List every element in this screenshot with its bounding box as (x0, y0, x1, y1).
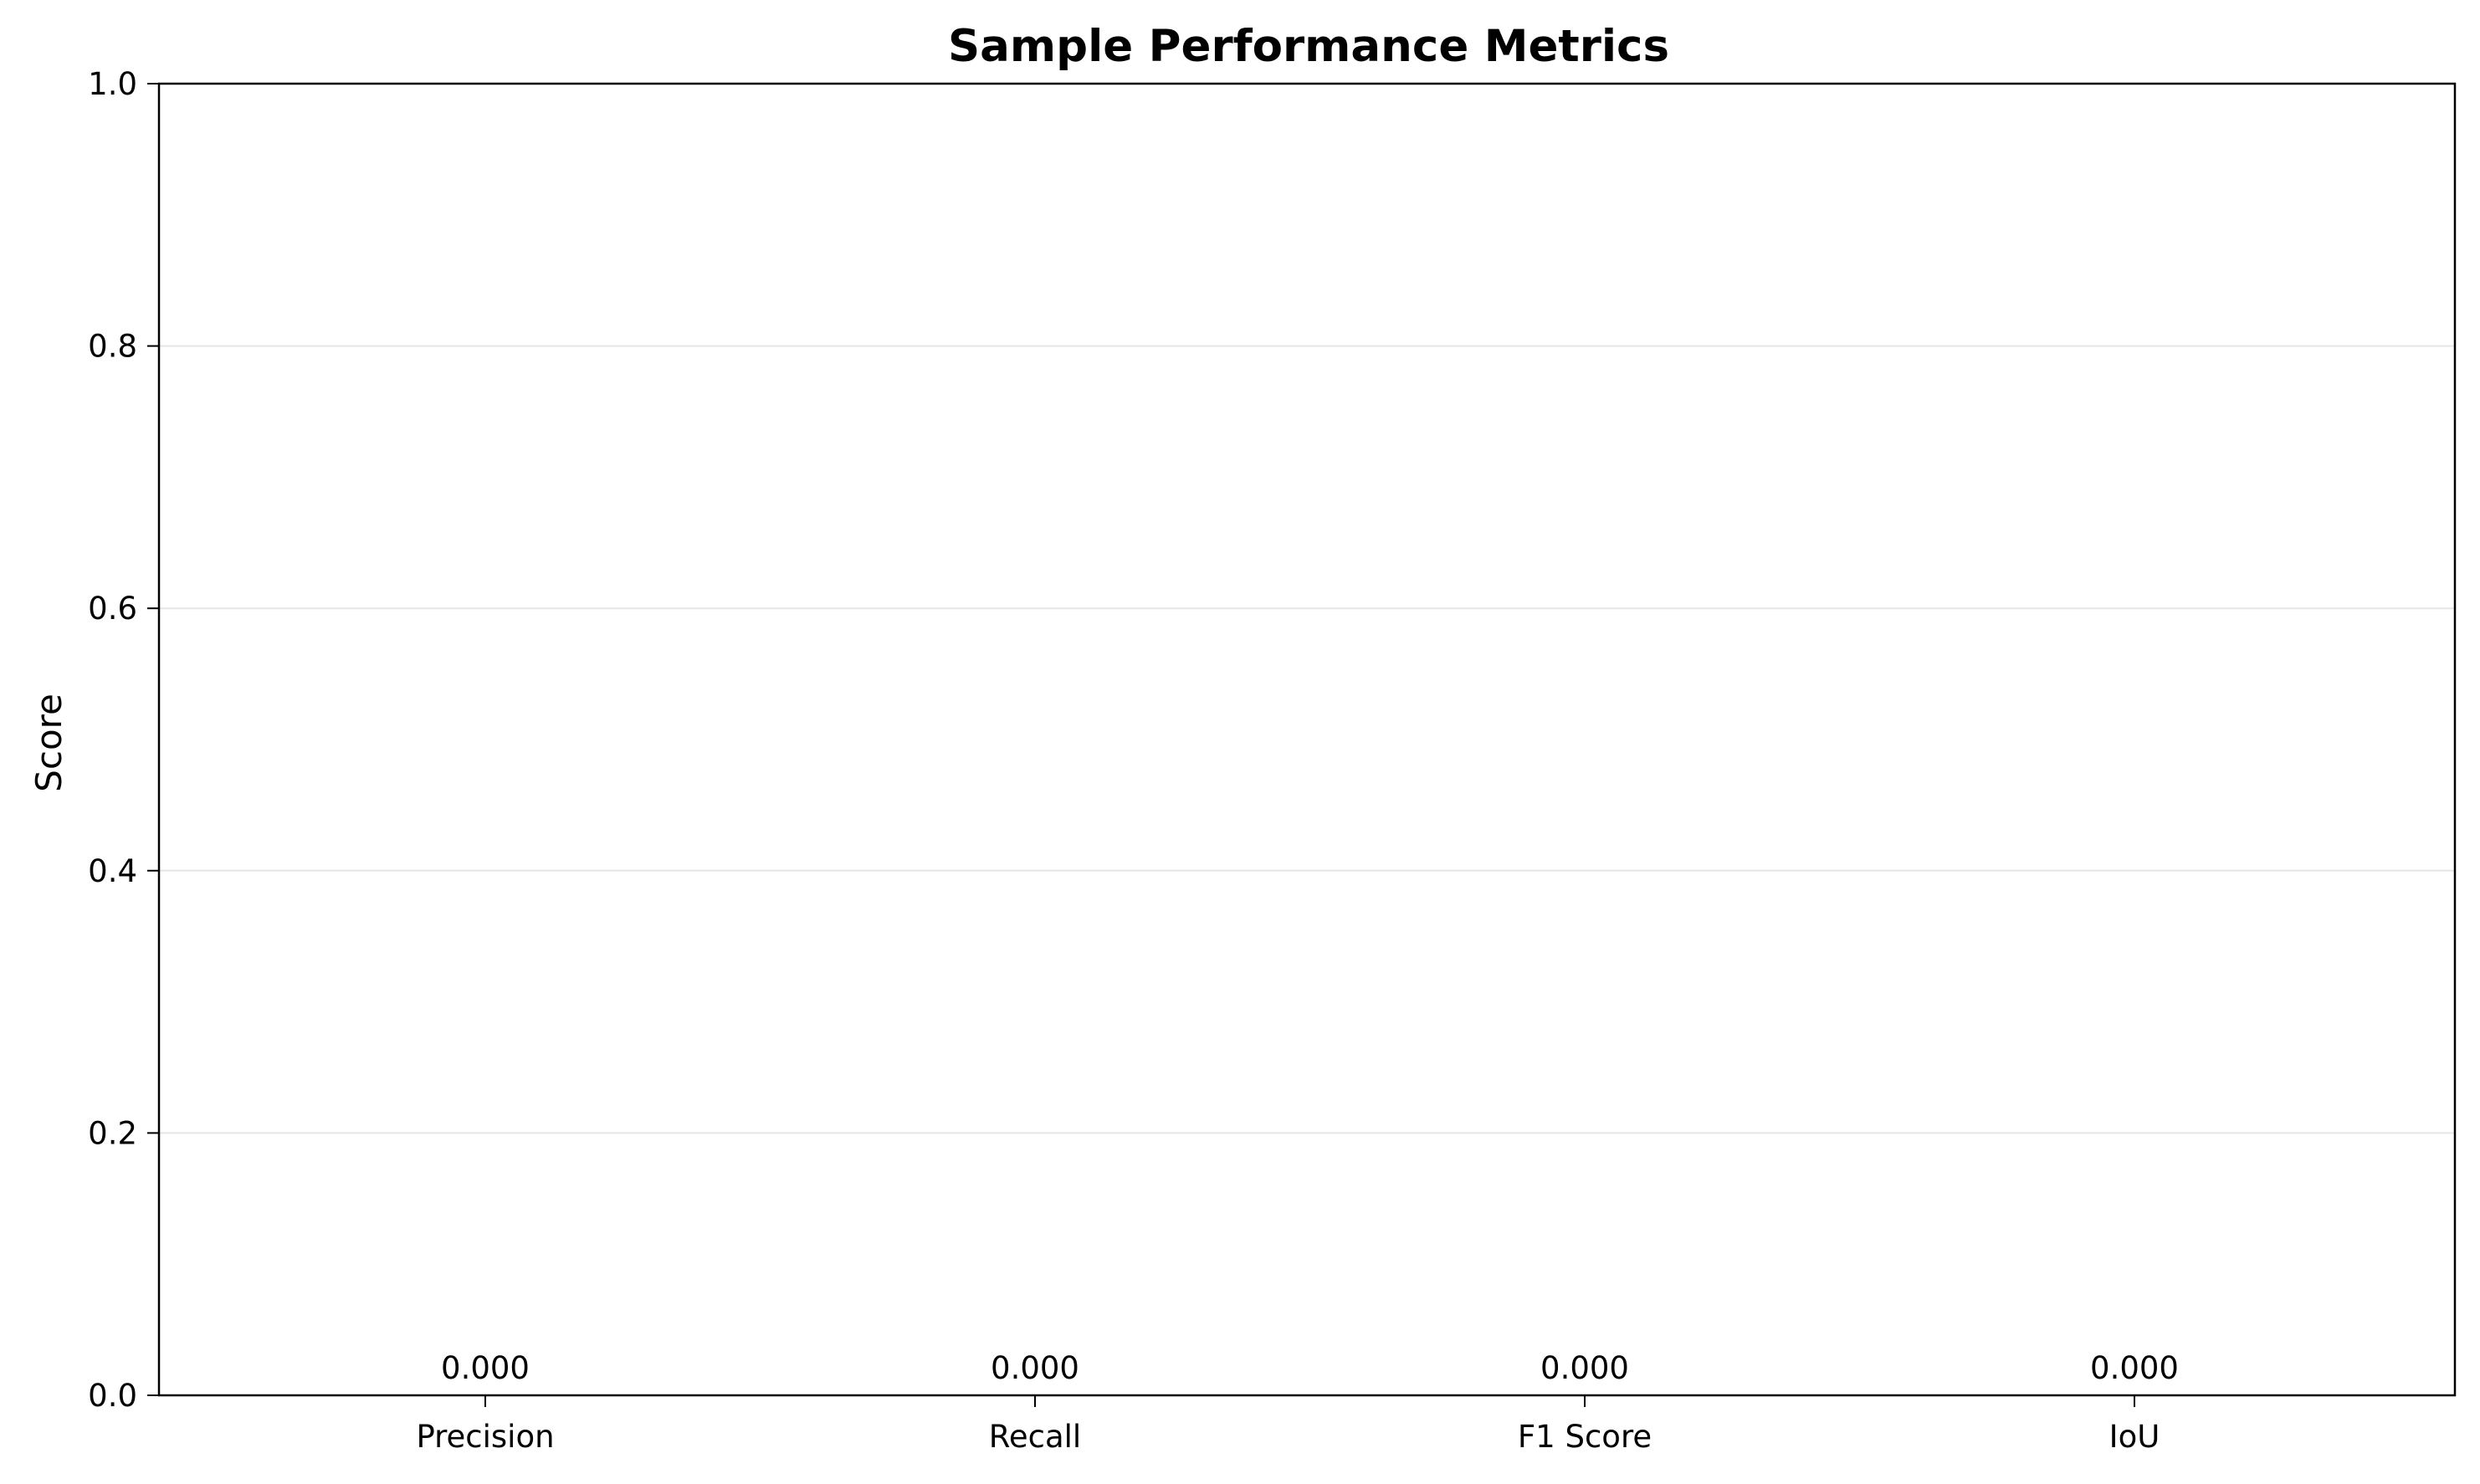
bar-value-label: 0.000 (2090, 1350, 2179, 1386)
x-axis-ticks: Precision Recall F1 Score IoU (416, 1395, 2160, 1455)
bar-value-label: 0.000 (441, 1350, 530, 1386)
chart-title: Sample Performance Metrics (948, 21, 1669, 72)
data-labels: 0.000 0.000 0.000 0.000 (441, 1350, 2179, 1386)
y-axis-ticks: 0.0 0.2 0.4 0.6 0.8 1.0 (88, 66, 159, 1414)
axes (157, 82, 2457, 1397)
bar-value-label: 0.000 (991, 1350, 1079, 1386)
y-tick-label: 0.2 (88, 1115, 137, 1151)
x-tick-label: Recall (989, 1419, 1081, 1455)
y-axis-label: Score (28, 693, 69, 792)
plot-frame (157, 82, 2457, 1397)
grid-lines (159, 345, 2455, 1134)
y-tick-label: 1.0 (88, 66, 137, 102)
y-tick-label: 0.6 (88, 591, 137, 627)
x-tick-label: IoU (2109, 1419, 2160, 1455)
y-tick-label: 0.0 (88, 1378, 137, 1414)
y-tick-label: 0.4 (88, 853, 137, 889)
x-tick-label: Precision (416, 1419, 554, 1455)
y-tick-label: 0.8 (88, 329, 137, 365)
bar-value-label: 0.000 (1540, 1350, 1629, 1386)
x-tick-label: F1 Score (1518, 1419, 1652, 1455)
